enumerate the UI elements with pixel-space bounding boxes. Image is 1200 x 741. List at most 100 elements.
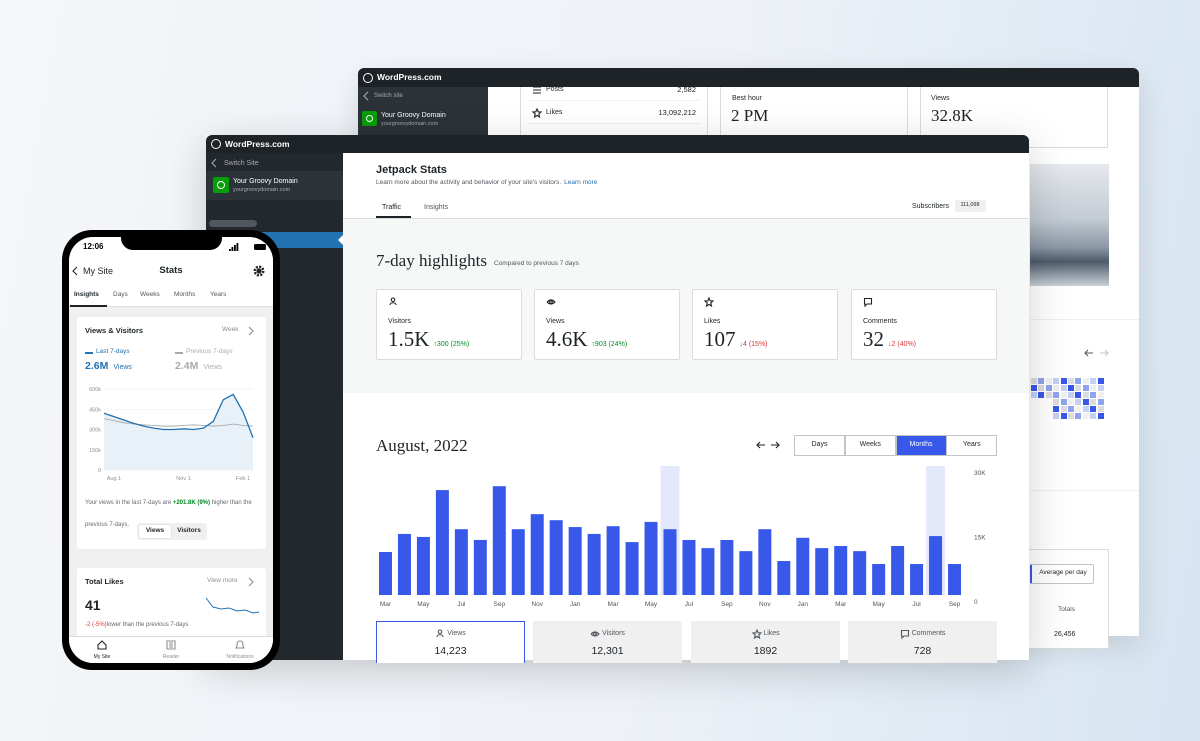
x-tick-label: Jan bbox=[570, 601, 581, 608]
nav-label[interactable]: Reader bbox=[162, 654, 180, 660]
title-bar bbox=[206, 135, 1029, 153]
summary-text: Your views in the last 7-days are bbox=[85, 500, 173, 506]
card-value: 2 PM bbox=[731, 106, 769, 125]
legend-label: Previous 7-days bbox=[186, 348, 233, 355]
back-link[interactable]: My Site bbox=[83, 266, 114, 276]
heatmap-cell bbox=[1097, 406, 1104, 412]
heatmap-cell bbox=[1097, 392, 1104, 398]
x-tick-label: Mar bbox=[835, 601, 847, 608]
bar bbox=[625, 542, 639, 595]
icon bbox=[166, 640, 176, 650]
icon bbox=[863, 297, 873, 308]
heatmap-cell bbox=[1090, 392, 1097, 398]
tab[interactable]: Insights bbox=[424, 204, 449, 211]
x-tick-label: Mar bbox=[380, 601, 392, 608]
period-button[interactable] bbox=[895, 435, 947, 456]
bar bbox=[397, 533, 411, 595]
icon-shape bbox=[1100, 349, 1109, 357]
series-total-unit: Views bbox=[113, 364, 132, 371]
tab[interactable]: Days bbox=[113, 291, 128, 298]
site-name: Your Groovy Domain bbox=[381, 112, 446, 119]
battery bbox=[254, 244, 266, 250]
card bbox=[77, 568, 266, 640]
x-tick-label: Jan bbox=[798, 601, 809, 608]
total-value: 26,456 bbox=[1054, 631, 1076, 638]
heatmap-cell bbox=[1060, 378, 1067, 384]
heatmap-cell bbox=[1075, 413, 1082, 419]
row-divider bbox=[528, 100, 700, 101]
bar bbox=[530, 514, 544, 595]
heatmap-cell bbox=[1045, 385, 1052, 391]
icon bbox=[235, 640, 245, 649]
heatmap-cell bbox=[1097, 399, 1104, 405]
highlight-card bbox=[534, 289, 680, 360]
series-total: 2.4M Views bbox=[175, 361, 222, 372]
status-time: 12:06 bbox=[83, 242, 104, 251]
series-line bbox=[103, 393, 254, 438]
icon-shape bbox=[751, 628, 762, 640]
description-text: Learn more about the activity and behavi… bbox=[376, 179, 562, 186]
tab[interactable]: Traffic bbox=[382, 204, 402, 211]
icon-shape bbox=[900, 629, 909, 640]
period-button[interactable] bbox=[794, 435, 845, 456]
x-tick-label: May bbox=[873, 601, 886, 608]
description: Learn more about the activity and behavi… bbox=[376, 179, 597, 187]
signal-bar bbox=[231, 247, 234, 251]
heatmap-cell bbox=[1031, 378, 1037, 384]
heatmap-cell bbox=[1082, 399, 1089, 405]
nav-label[interactable]: My Site bbox=[93, 654, 111, 660]
toggle-option[interactable]: Visitors bbox=[177, 527, 201, 534]
site-domain: yourgroovydomain.com bbox=[381, 121, 439, 127]
totals-label: Likes bbox=[763, 630, 780, 637]
heatmap-cell bbox=[1053, 385, 1060, 391]
icon bbox=[248, 326, 254, 336]
icon-shape bbox=[1084, 349, 1093, 357]
toggle-option[interactable]: Views bbox=[145, 527, 165, 534]
bar bbox=[606, 526, 620, 595]
highlight-change: ↑300 (25%) bbox=[433, 341, 470, 348]
totals-label-row: Likes bbox=[751, 630, 779, 637]
icon bbox=[363, 91, 369, 101]
period-button-label: Weeks bbox=[859, 441, 881, 448]
bar bbox=[549, 520, 563, 595]
totals-tab[interactable] bbox=[848, 621, 997, 663]
bar bbox=[663, 529, 677, 595]
heatmap-cell bbox=[1075, 392, 1082, 398]
totals-label-row: Views bbox=[435, 630, 466, 637]
totals-tab[interactable] bbox=[533, 621, 682, 663]
heatmap-cell bbox=[1090, 385, 1097, 391]
icon-shape bbox=[72, 266, 78, 276]
period-button[interactable] bbox=[844, 435, 896, 456]
column-label: Totals bbox=[1058, 606, 1075, 613]
x-tick-label: Feb 1 bbox=[236, 476, 250, 482]
totals-tab[interactable] bbox=[691, 621, 840, 663]
totals-label: Comments bbox=[911, 630, 946, 637]
highlight-label: Visitors bbox=[388, 318, 411, 325]
tab[interactable]: Years bbox=[210, 291, 227, 298]
x-tick-label: May bbox=[645, 601, 658, 608]
tab[interactable]: Weeks bbox=[140, 291, 160, 298]
tab[interactable]: Months bbox=[174, 291, 196, 298]
highlight-value: 32 bbox=[863, 327, 884, 351]
icon bbox=[546, 299, 556, 305]
series-total-value: 2.4M bbox=[175, 360, 199, 372]
legend-label: Last 7-days bbox=[96, 348, 130, 355]
card-title: Views & Visitors bbox=[85, 326, 144, 335]
heatmap-cell bbox=[1060, 392, 1067, 398]
nav-label[interactable]: Notifications bbox=[226, 654, 254, 660]
heatmap-cell bbox=[1060, 413, 1067, 419]
tab[interactable]: Insights bbox=[74, 291, 99, 298]
site-icon-mark bbox=[217, 181, 225, 189]
section-title: 7-day highlights bbox=[376, 251, 487, 270]
icon bbox=[1100, 349, 1109, 357]
brand: WordPress.com bbox=[377, 72, 442, 82]
totals-tab[interactable] bbox=[376, 621, 525, 663]
bar bbox=[948, 564, 962, 595]
bar bbox=[796, 537, 810, 595]
period-button[interactable] bbox=[946, 435, 998, 456]
icon bbox=[703, 296, 715, 308]
heatmap-cell bbox=[1075, 378, 1082, 384]
highlight-card bbox=[692, 289, 838, 360]
view-more[interactable]: View more bbox=[207, 577, 238, 584]
